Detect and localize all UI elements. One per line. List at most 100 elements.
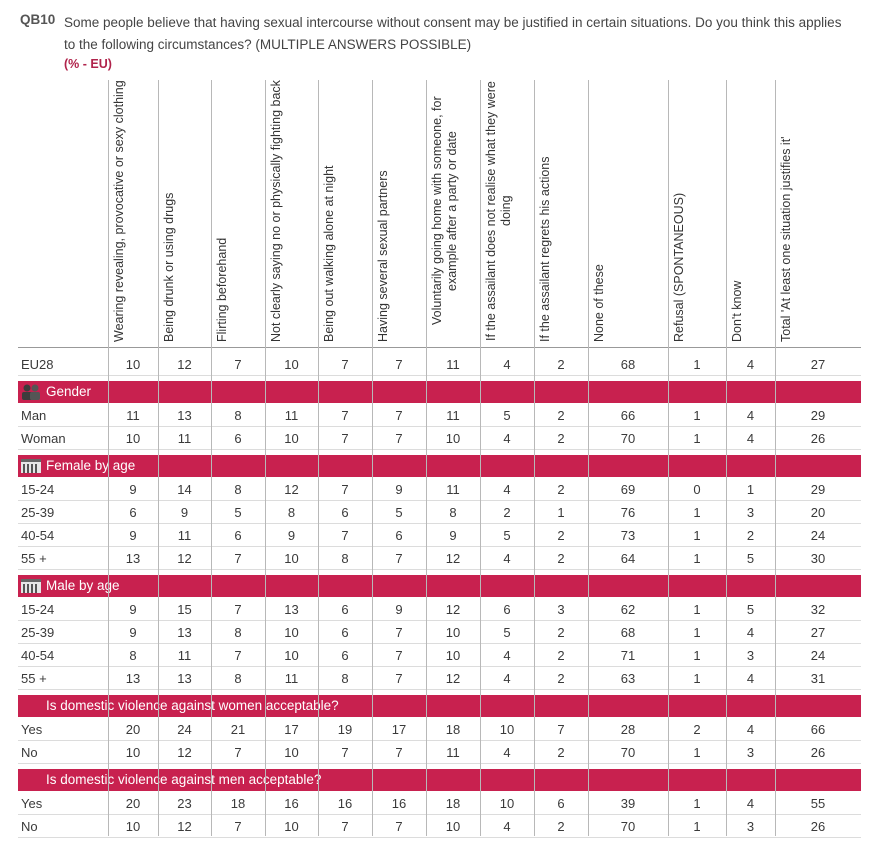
cell-value: 2: [557, 408, 565, 423]
column-header-text: Being drunk or using drugs: [162, 192, 176, 342]
cell-value: 6: [557, 796, 565, 811]
cell-value: 7: [234, 602, 242, 617]
question-code: QB10: [20, 12, 56, 27]
cell-value: 4: [503, 482, 511, 497]
cell-value: 8: [234, 408, 242, 423]
cell-value: 21: [230, 722, 246, 737]
cell-value: 7: [341, 528, 349, 543]
cell-value: 11: [284, 671, 299, 686]
column-header-text: None of these: [592, 264, 606, 342]
header-rule: [18, 347, 861, 348]
column-rule: [668, 80, 669, 836]
cell-value: 6: [341, 648, 349, 663]
row-rule: [18, 689, 861, 690]
cell-value: 28: [620, 722, 636, 737]
column-rule: [426, 80, 427, 836]
column-rule: [775, 80, 776, 836]
cell-value: 10: [284, 745, 299, 760]
cell-value: 7: [341, 819, 349, 834]
column-header: Refusal (SPONTANEOUS): [672, 80, 722, 342]
cell-value: 11: [126, 408, 140, 423]
cell-value: 10: [125, 357, 141, 372]
cell-value: 16: [391, 796, 407, 811]
row-rule: [18, 523, 861, 524]
cell-value: 24: [177, 722, 192, 737]
cell-value: 11: [446, 408, 460, 423]
cell-value: 4: [746, 722, 755, 737]
cell-value: 13: [177, 408, 192, 423]
column-header-text: Total 'At least one situation justifies …: [779, 136, 793, 342]
cell-value: 26: [810, 745, 826, 760]
row-rule: [18, 814, 861, 815]
column-header: Total 'At least one situation justifies …: [779, 80, 857, 342]
cell-value: 14: [177, 482, 192, 497]
column-header: Voluntarily going home with someone, for…: [430, 80, 476, 342]
cell-value: 6: [234, 431, 242, 446]
cell-value: 10: [284, 819, 299, 834]
cell-value: 1: [693, 648, 701, 663]
cell-value: 18: [445, 796, 461, 811]
cell-value: 12: [177, 357, 192, 372]
cell-value: 2: [557, 482, 565, 497]
row-label: 55 +: [21, 671, 47, 686]
cell-value: 4: [503, 357, 511, 372]
cell-value: 7: [341, 745, 349, 760]
column-header: Flirting beforehand: [215, 80, 261, 342]
section-band: Is domestic violence against women accep…: [18, 695, 861, 717]
column-header: Being out walking alone at night: [322, 80, 368, 342]
cell-value: 10: [125, 819, 141, 834]
cell-value: 2: [693, 722, 701, 737]
cell-value: 7: [395, 745, 403, 760]
column-header-text: Refusal (SPONTANEOUS): [672, 192, 686, 342]
cell-value: 6: [341, 625, 349, 640]
cell-value: 11: [177, 431, 192, 446]
cell-value: 9: [395, 482, 403, 497]
cell-value: 5: [746, 551, 755, 566]
cell-value: 5: [395, 505, 403, 520]
cell-value: 2: [557, 357, 565, 372]
row-label: 40-54: [21, 648, 55, 663]
cell-value: 7: [341, 431, 349, 446]
column-rule: [726, 80, 727, 836]
cell-value: 7: [234, 357, 242, 372]
column-rule: [318, 80, 319, 836]
cell-value: 70: [620, 431, 636, 446]
cell-value: 1: [746, 482, 755, 497]
cell-value: 9: [129, 482, 137, 497]
cell-value: 6: [129, 505, 137, 520]
cell-value: 8: [234, 625, 242, 640]
cell-value: 1: [693, 745, 701, 760]
column-header: Wearing revealing, provocative or sexy c…: [112, 80, 154, 342]
cell-value: 32: [810, 602, 826, 617]
cell-value: 6: [234, 528, 242, 543]
cell-value: 10: [284, 431, 299, 446]
cell-value: 7: [395, 431, 403, 446]
row-label: Man: [21, 408, 47, 423]
row-rule: [18, 546, 861, 547]
cell-value: 18: [445, 722, 461, 737]
cell-value: 9: [129, 625, 137, 640]
cell-value: 4: [746, 796, 755, 811]
cell-value: 1: [693, 528, 701, 543]
cell-value: 3: [746, 745, 755, 760]
column-rule: [108, 80, 109, 836]
column-header-text: Not clearly saying no or physically figh…: [269, 80, 283, 342]
row-label: No: [21, 745, 38, 760]
cell-value: 13: [177, 671, 192, 686]
cell-value: 26: [810, 431, 826, 446]
cell-value: 29: [810, 408, 826, 423]
column-header-text: Don't know: [730, 280, 744, 342]
cell-value: 9: [180, 505, 189, 520]
row-rule: [18, 740, 861, 741]
cell-value: 8: [449, 505, 457, 520]
cell-value: 73: [620, 528, 636, 543]
cell-value: 7: [395, 357, 403, 372]
cell-value: 7: [341, 357, 349, 372]
column-header: Don't know: [730, 80, 771, 342]
question-text: Some people believe that having sexual i…: [64, 15, 842, 52]
cell-value: 69: [620, 482, 636, 497]
cell-value: 7: [234, 745, 242, 760]
column-header-text: Being out walking alone at night: [322, 165, 336, 342]
cell-value: 4: [503, 551, 511, 566]
cell-value: 5: [503, 408, 511, 423]
